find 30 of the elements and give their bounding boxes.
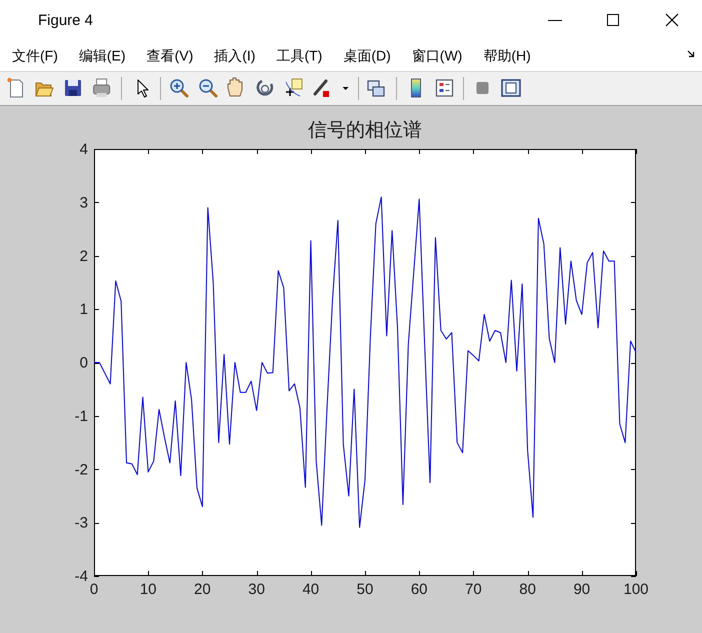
y-tick-label: -1 (74, 408, 88, 425)
menu-item: 编辑(E) (78, 48, 126, 64)
menu-item: 插入(I) (214, 48, 256, 64)
menu-item: 文件(F) (12, 48, 58, 64)
x-tick-label: 10 (140, 581, 157, 598)
menu-item: 查看(V) (146, 48, 194, 64)
y-tick-label: 0 (80, 354, 88, 372)
y-tick-label: -4 (74, 568, 88, 585)
x-tick-label: 70 (465, 581, 482, 598)
x-tick-label: 0 (90, 581, 98, 598)
x-tick-label: 20 (194, 581, 211, 598)
y-tick-label: 1 (80, 301, 88, 318)
x-tick-label: 100 (623, 581, 649, 598)
y-tick-label: 4 (80, 141, 88, 158)
menu-item: 桌面(D) (343, 48, 391, 64)
window-title: Figure 4 (38, 12, 94, 29)
y-tick-label: -2 (74, 461, 88, 478)
y-tick-label: -3 (74, 514, 88, 532)
y-tick-label: 3 (80, 194, 88, 212)
x-tick-label: 90 (573, 581, 590, 598)
title: 信号的相位谱 (308, 120, 422, 141)
x-tick-label: 80 (519, 581, 536, 598)
x-tick-label: 30 (248, 581, 265, 598)
menu-item: 帮助(H) (483, 48, 531, 64)
x-tick-label: 40 (302, 581, 320, 598)
y-tick-label: 2 (80, 248, 88, 265)
x-tick-label: 60 (410, 581, 428, 598)
menu-item: 窗口(W) (412, 48, 462, 64)
x-tick-label: 50 (356, 581, 374, 598)
menu-item: 工具(T) (276, 48, 322, 64)
